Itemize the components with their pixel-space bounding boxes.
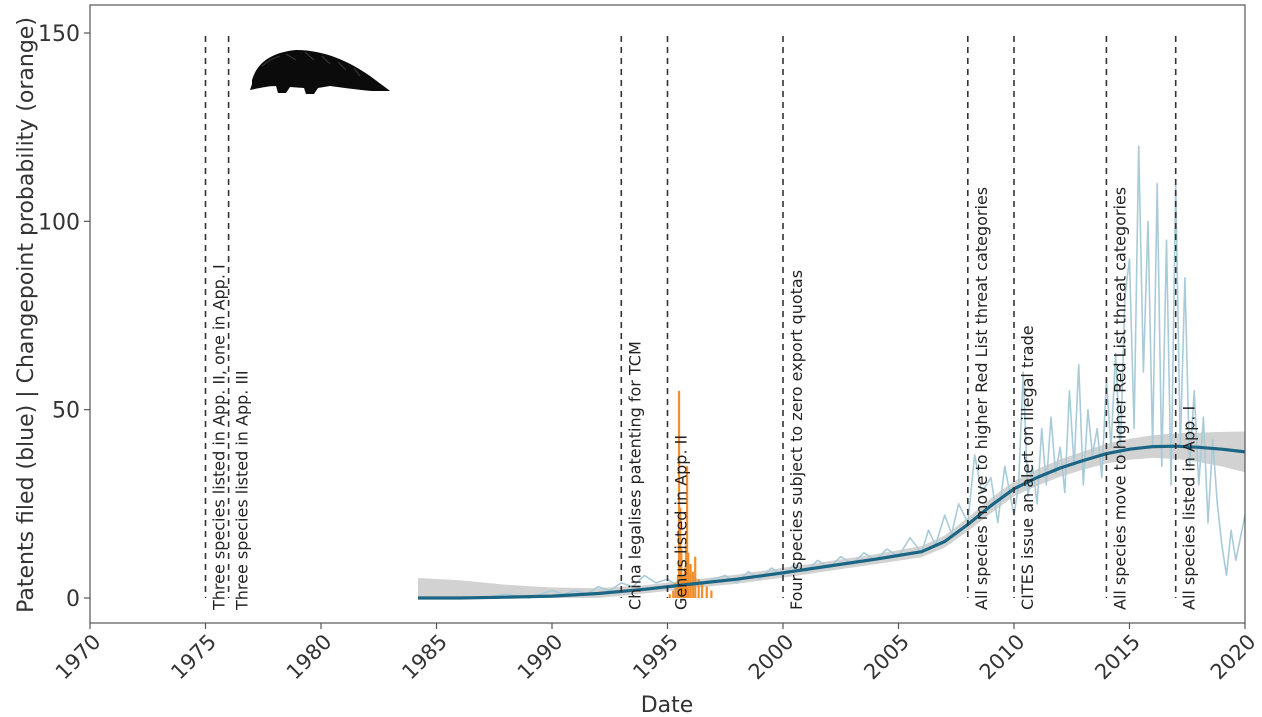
changepoint-series-layer [668,390,713,598]
x-tick-label: 2015 [1090,630,1145,685]
x-tick-label: 2000 [744,630,799,685]
event-label: All species move to higher Red List thre… [972,187,991,610]
y-tick-label: 50 [52,399,80,424]
y-tick-label: 150 [38,22,80,47]
x-tick-label: 1975 [166,630,221,685]
event-label: All species listed in App. I [1180,406,1199,610]
event-markers-layer: Three species listed in App. II, one in … [204,36,1199,611]
x-tick-label: 2020 [1206,630,1261,685]
event-label: All species move to higher Red List thre… [1110,187,1129,610]
y-axis-title: Patents filed (blue) | Changepoint proba… [14,17,39,613]
x-tick-label: 2010 [975,630,1030,685]
x-axis-title: Date [641,693,694,717]
y-tick-label: 100 [38,210,80,235]
x-tick-label: 1990 [513,630,568,685]
event-label: Genus listed in App. II [672,435,691,610]
event-label: CITES issue an alert on illegal trade [1018,325,1037,610]
x-tick-label: 1980 [282,630,337,685]
event-label: China legalises patenting for TCM [625,341,644,610]
x-tick-label: 1995 [628,630,683,685]
x-tick-label: 1985 [397,630,452,685]
x-tick-label: 1970 [51,630,106,685]
x-tick-label: 2005 [859,630,914,685]
smooth-trend-layer [418,444,1246,600]
y-tick-label: 0 [66,587,80,612]
event-label: Three species listed in App. III [233,370,252,611]
event-label: Four species subject to zero export quot… [787,270,806,610]
pangolin-silhouette-icon [250,50,390,94]
event-label: Three species listed in App. II, one in … [210,264,229,611]
smooth-trend-line [418,444,1246,600]
